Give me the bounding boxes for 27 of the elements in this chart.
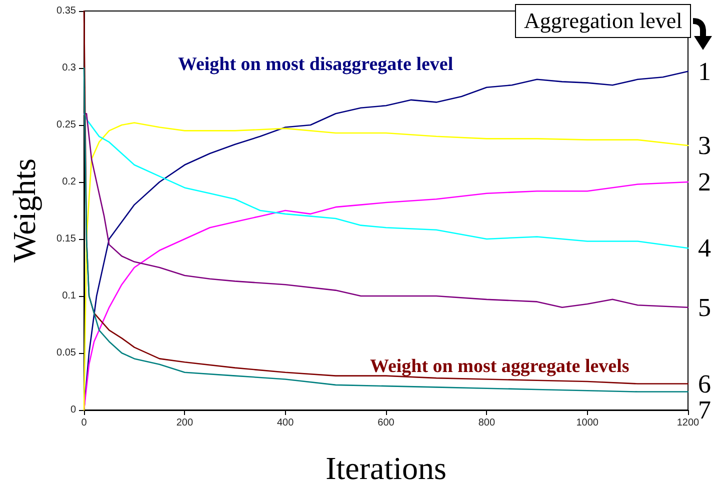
- x-tick-label: 800: [478, 418, 496, 428]
- y-tick-label: 0.1: [62, 290, 76, 302]
- legend-title: Aggregation level: [515, 4, 692, 38]
- y-tick-label: 0.15: [56, 234, 76, 244]
- x-tick-label: 1000: [576, 418, 599, 428]
- x-tick-label: 0: [81, 418, 88, 428]
- y-axis-title: Weights: [6, 158, 42, 263]
- y-tick-label: 0.3: [62, 62, 76, 74]
- y-tick-label: 0.2: [62, 176, 76, 188]
- series-label: 2: [698, 168, 711, 196]
- x-tick-label: 400: [276, 418, 294, 428]
- series-label: 4: [698, 234, 711, 263]
- annotation: Weight on most disaggregate level: [178, 54, 454, 75]
- x-tick-label: 1200: [676, 418, 700, 428]
- annotation: Weight on most aggregate levels: [370, 356, 630, 377]
- series-label: 5: [698, 292, 711, 322]
- y-tick-label: 0.05: [56, 348, 76, 358]
- y-tick-label: 0: [70, 404, 76, 416]
- x-tick-label: 200: [176, 418, 194, 428]
- x-axis-title: Iterations: [326, 450, 446, 486]
- y-tick-label: 0.25: [56, 120, 76, 130]
- series-label: 1: [698, 56, 711, 86]
- line-series: [83, 112, 689, 308]
- x-tick-label: 600: [378, 418, 395, 428]
- y-tick-label: 0.35: [56, 6, 76, 16]
- series-label: 3: [698, 131, 711, 160]
- line-series: [83, 112, 689, 249]
